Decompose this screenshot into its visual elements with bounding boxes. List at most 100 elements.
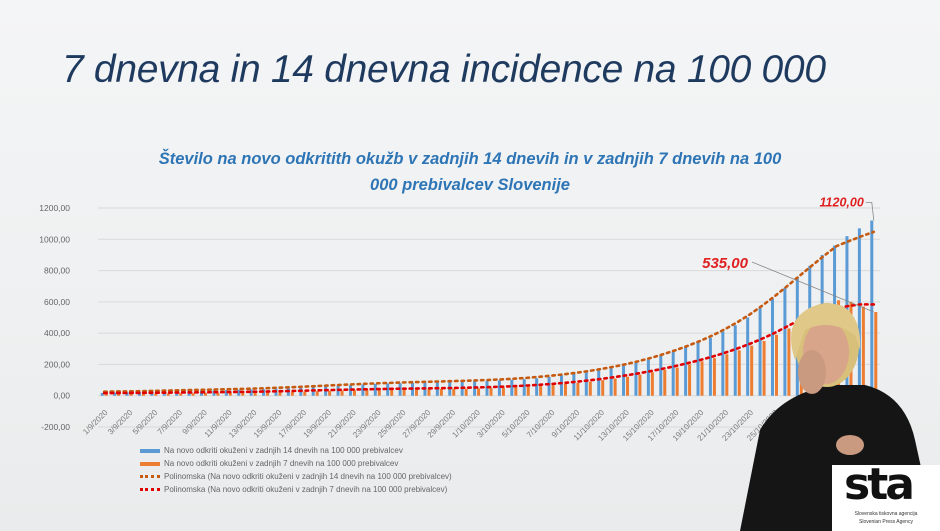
bar-7day (750, 345, 754, 396)
y-tick-label: 1200,00 (39, 203, 70, 213)
bar-7day (290, 391, 294, 396)
bar-14day (113, 392, 117, 396)
bar-7day (340, 390, 344, 396)
bar-7day (427, 389, 431, 396)
bar-14day (783, 287, 787, 396)
bar-7day (303, 391, 307, 396)
bar-14day (373, 383, 377, 396)
bar-14day (870, 220, 874, 396)
bar-14day (746, 317, 750, 396)
bar-7day (452, 388, 456, 396)
legend-label: Na novo odkriti okuženi v zadnjih 14 dne… (164, 446, 403, 455)
bar-7day (787, 328, 791, 396)
y-tick-label: 600,00 (44, 297, 70, 307)
bar-7day (154, 393, 158, 396)
bar-14day (708, 337, 712, 396)
bar-7day (501, 387, 505, 396)
bar-7day (774, 334, 778, 396)
bar-14day (584, 372, 588, 396)
bar-14day (535, 378, 539, 396)
bar-14day (597, 370, 601, 396)
legend-label: Polinomska (Na novo odkriti okuženi v za… (164, 472, 452, 481)
bar-7day (626, 376, 630, 396)
slide-title: 7 dnevna in 14 dnevna incidence na 100 0… (62, 48, 826, 91)
bar-14day (237, 389, 241, 396)
bar-7day (278, 392, 282, 396)
bar-7day (253, 392, 257, 396)
annotation-7day: 535,00 (702, 255, 749, 272)
legend-swatch (140, 475, 160, 478)
logo-line2: Slovenian Press Agency (859, 519, 913, 525)
bar-14day (721, 331, 725, 396)
chart-title-line2: 000 prebivalcev Slovenije (370, 176, 570, 194)
bar-7day (489, 388, 493, 396)
y-tick-label: 200,00 (44, 359, 70, 369)
bar-7day (402, 389, 406, 396)
bar-14day (485, 380, 489, 396)
legend-item-trend14: Polinomska (Na novo odkriti okuženi v za… (140, 472, 452, 481)
bar-14day (522, 379, 526, 396)
bar-7day (861, 306, 865, 396)
bar-14day (684, 347, 688, 396)
bar-7day (514, 387, 518, 396)
bar-14day (659, 355, 663, 396)
bar-7day (204, 393, 208, 396)
bar-7day (129, 393, 133, 396)
legend-item-trend7: Polinomska (Na novo odkriti okuženi v za… (140, 485, 447, 494)
bar-7day (725, 354, 729, 396)
bar-14day (572, 373, 576, 396)
bar-14day (497, 380, 501, 396)
bar-14day (622, 365, 626, 396)
annotation-leader (751, 261, 874, 313)
bar-14day (224, 390, 228, 396)
bar-7day (439, 388, 443, 396)
legend-item-7day: Na novo odkriti okuženi v zadnjih 7 dnev… (140, 459, 398, 468)
bar-7day (601, 380, 605, 396)
bar-7day (539, 386, 543, 396)
bar-14day (733, 325, 737, 396)
legend-swatch (140, 448, 160, 453)
bar-7day (117, 393, 121, 396)
legend-item-14day: Na novo odkriti okuženi v zadnjih 14 dne… (140, 446, 403, 455)
bar-7day (365, 389, 369, 396)
y-tick-label: 0,00 (53, 391, 70, 401)
bar-14day (758, 308, 762, 396)
bar-7day (266, 392, 270, 396)
bar-14day (510, 379, 514, 396)
bar-7day (415, 389, 419, 396)
bar-7day (563, 383, 567, 396)
trendline-14day (102, 230, 876, 393)
bar-14day (547, 376, 551, 396)
chart-title-line1: Število na novo odkritith okužb v zadnji… (158, 150, 782, 168)
bar-7day (762, 340, 766, 396)
legend-swatch (140, 461, 160, 466)
bar-14day (100, 392, 104, 396)
bar-7day (328, 390, 332, 396)
bar-7day (650, 372, 654, 396)
bar-14day (386, 383, 390, 396)
bar-7day (675, 367, 679, 396)
bar-7day (477, 388, 481, 396)
logo-mark: sta (844, 459, 915, 510)
legend-swatch (140, 488, 160, 491)
bar-7day (638, 374, 642, 396)
bar-7day (576, 382, 580, 396)
bar-7day (179, 393, 183, 396)
bar-14day (249, 389, 253, 396)
bar-14day (770, 298, 774, 396)
bar-7day (228, 392, 232, 396)
bar-7day (104, 394, 108, 396)
bar-7day (166, 393, 170, 396)
bar-7day (737, 350, 741, 396)
bar-7day (688, 364, 692, 396)
annotation-leader (865, 202, 875, 221)
bar-14day (361, 384, 365, 396)
legend-label: Polinomska (Na novo odkriti okuženi v za… (164, 485, 448, 494)
bar-7day (390, 389, 394, 396)
bar-7day (241, 392, 245, 396)
y-tick-label: 1000,00 (39, 234, 70, 244)
legend-label: Na novo odkriti okuženi v zadnjih 7 dnev… (164, 459, 399, 468)
bar-14day (857, 228, 861, 396)
